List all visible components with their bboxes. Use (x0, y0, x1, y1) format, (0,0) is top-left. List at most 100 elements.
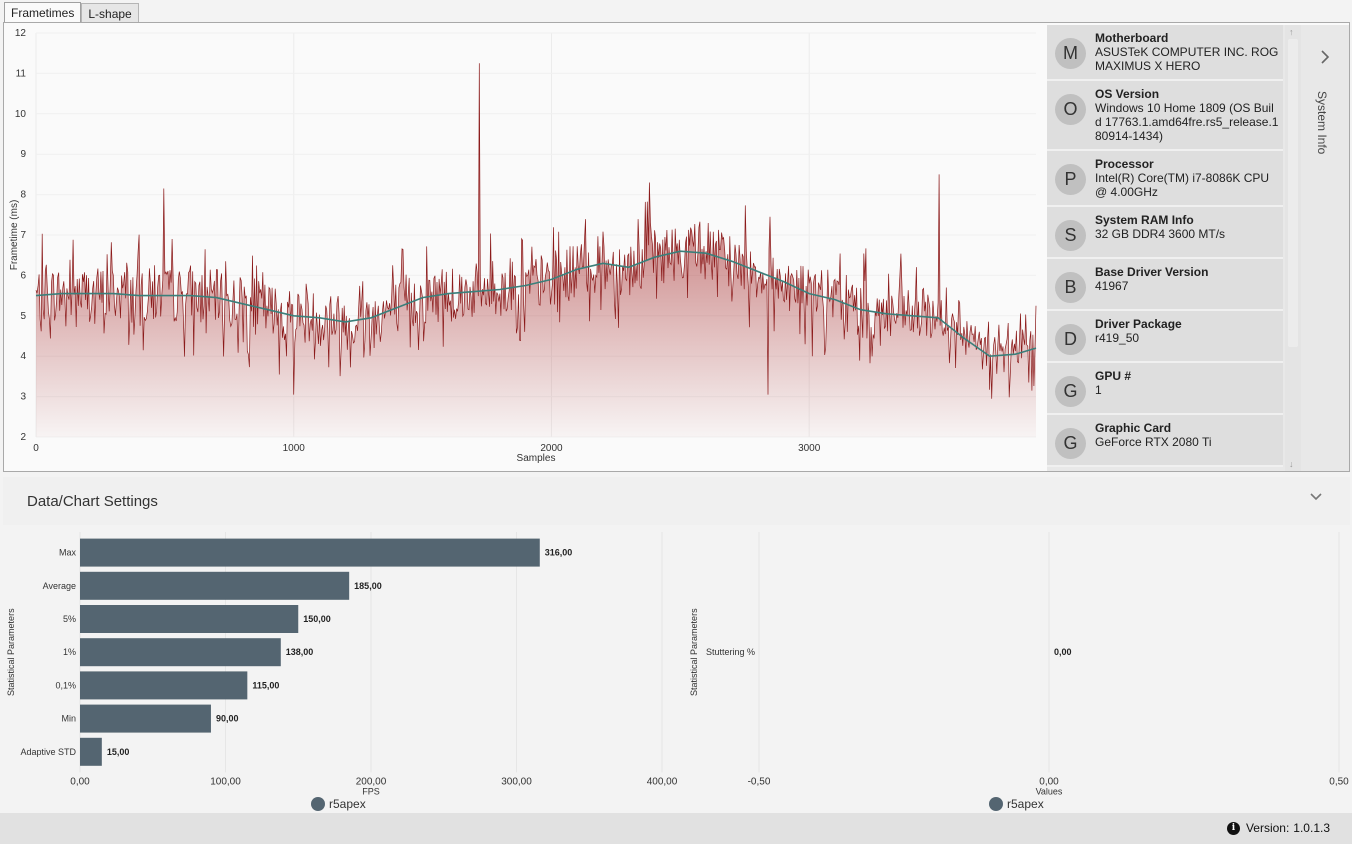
status-bar: i Version: 1.0.1.3 (0, 813, 1352, 844)
tab-frametimes[interactable]: Frametimes (4, 2, 82, 23)
value-label: 316,00 (545, 548, 573, 558)
tab-bar: Frametimes L-shape (4, 2, 139, 23)
sys-item-processor: P Processor Intel(R) Core(TM) i7-8086K CP… (1047, 151, 1283, 207)
sys-avatar: O (1055, 94, 1086, 125)
x-tick-label: 0,00 (1039, 776, 1059, 787)
scroll-thumb[interactable] (1288, 39, 1298, 347)
x-axis-label: Samples (517, 453, 556, 464)
sys-item-title: Base Driver Version (1095, 265, 1209, 279)
sys-avatar: P (1055, 164, 1086, 195)
x-tick-label: 200,00 (356, 776, 387, 787)
sys-item-value: Windows 10 Home 1809 (OS Build 17763.1.a… (1095, 101, 1279, 143)
bar (80, 638, 281, 667)
y-tick-label: 10 (15, 109, 27, 120)
x-tick-label: 0,50 (1329, 776, 1349, 787)
y-tick-label: 3 (20, 392, 26, 403)
system-info-toggle[interactable]: System Info (1303, 25, 1349, 471)
sys-item-title: Processor (1095, 157, 1154, 171)
bar (80, 571, 350, 600)
y-tick-label: 7 (20, 230, 26, 241)
tab-l-shape[interactable]: L-shape (81, 3, 139, 23)
sys-item-motherboard: M Motherboard ASUSTeK COMPUTER INC. ROG M… (1047, 25, 1283, 81)
sys-avatar: G (1055, 428, 1086, 459)
chevron-down-icon[interactable] (1310, 491, 1322, 503)
sys-item-driver-package: D Driver Package r419_50 (1047, 311, 1283, 363)
bar (80, 737, 102, 766)
value-label: 185,00 (354, 581, 382, 591)
stuttering-bar-chart: -0,50 0,00 0,50 Values Statistical Parameter… (689, 532, 1349, 811)
x-tick-label: 100,00 (210, 776, 241, 787)
category-label: Adaptive STD (20, 747, 76, 757)
x-tick-label: 300,00 (501, 776, 532, 787)
sys-item-title: System RAM Info (1095, 213, 1194, 227)
x-tick-label: 2000 (540, 443, 563, 454)
category-label: 0,1% (55, 680, 76, 690)
x-tick-label: 1000 (283, 443, 306, 454)
sys-item-ram: S System RAM Info 32 GB DDR4 3600 MT/s (1047, 207, 1283, 259)
version-number: 1.0.1.3 (1293, 821, 1330, 835)
category-label: Max (59, 548, 77, 558)
bar (80, 704, 211, 733)
sys-item-value: 41967 (1095, 279, 1129, 293)
sys-item-value: Intel(R) Core(TM) i7-8086K CPU @ 4.00GHz (1095, 171, 1270, 199)
x-axis-label: FPS (362, 786, 380, 796)
system-info-scrollbar[interactable]: ↑ ↓ (1285, 25, 1301, 471)
sys-item-gpu-number: G GPU #1 (1047, 363, 1283, 415)
frametimes-panel: 2 3 4 5 6 7 8 9 10 11 12 0 1000 2000 3000 Samples Framet… (3, 22, 1350, 472)
y-tick-label: 5 (20, 311, 26, 322)
y-tick-label: 9 (20, 149, 26, 160)
x-tick-label: 400,00 (647, 776, 678, 787)
y-axis-label: Frametime (ms) (9, 200, 20, 271)
sys-item-value: GeForce RTX 2080 Ti (1095, 435, 1212, 449)
category-label: Average (43, 581, 76, 591)
x-tick-label: 3000 (798, 443, 821, 454)
category-label: Stuttering % (706, 647, 755, 657)
bar (80, 605, 299, 633)
y-tick-label: 4 (20, 351, 26, 362)
sys-avatar: B (1055, 272, 1086, 303)
sys-item-title: Motherboard (1095, 31, 1169, 45)
y-tick-label: 2 (20, 432, 26, 443)
legend-marker (311, 797, 325, 811)
data-chart-settings-expander[interactable]: Data/Chart Settings (3, 477, 1350, 525)
value-label: 0,00 (1054, 647, 1072, 657)
frametime-area (36, 63, 1036, 438)
category-label: 1% (63, 647, 76, 657)
y-tick-label: 11 (16, 68, 27, 79)
x-tick-label: -0,50 (748, 776, 771, 787)
category-label: 5% (63, 614, 76, 624)
legend-label: r5apex (329, 797, 366, 811)
settings-title: Data/Chart Settings (27, 493, 158, 510)
sys-item-title: GPU # (1095, 369, 1132, 383)
x-tick-label: 0 (33, 443, 39, 454)
system-info-panel: M Motherboard ASUSTeK COMPUTER INC. ROG M… (1047, 25, 1349, 471)
system-info-list[interactable]: M Motherboard ASUSTeK COMPUTER INC. ROG M… (1047, 25, 1283, 471)
y-tick-label: 6 (20, 270, 26, 281)
legend-marker (989, 797, 1003, 811)
sys-item-title: Driver Package (1095, 317, 1182, 331)
system-info-label: System Info (1315, 91, 1329, 155)
x-tick-label: 0,00 (70, 776, 90, 787)
sys-item-title: OS Version (1095, 87, 1160, 101)
frametime-line (35, 63, 1037, 399)
scroll-down-arrow-icon[interactable]: ↓ (1289, 459, 1294, 469)
sys-avatar: S (1055, 220, 1086, 251)
sys-item-value: 32 GB DDR4 3600 MT/s (1095, 227, 1226, 241)
value-label: 15,00 (107, 747, 130, 757)
version-info: i Version: 1.0.1.3 (1226, 821, 1330, 835)
sys-item-os-version: O OS Version Windows 10 Home 1809 (OS Bui… (1047, 81, 1283, 151)
x-axis-label: Values (1036, 786, 1063, 796)
sys-item-value: 1 (1095, 383, 1102, 397)
value-label: 150,00 (303, 614, 331, 624)
category-label: Min (61, 714, 76, 724)
moving-average-line (35, 250, 1037, 358)
chevron-right-icon[interactable] (1319, 49, 1331, 65)
sys-item-value: ASUSTeK COMPUTER INC. ROG MAXIMUS X HERO (1095, 45, 1279, 73)
sys-item-base-driver: B Base Driver Version 41967 (1047, 259, 1283, 311)
value-label: 90,00 (216, 714, 239, 724)
scroll-up-arrow-icon[interactable]: ↑ (1289, 27, 1294, 37)
y-axis-label: Statistical Parameters (6, 608, 16, 696)
y-axis-label: Statistical Parameters (689, 608, 699, 696)
sys-avatar: G (1055, 376, 1086, 407)
legend-label: r5apex (1007, 797, 1044, 811)
